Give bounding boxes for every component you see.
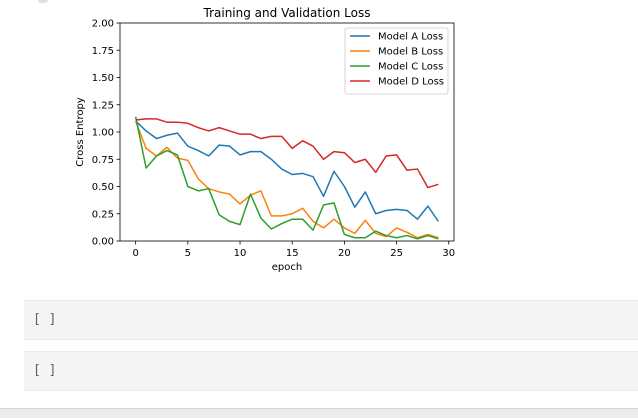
- empty-code-cell[interactable]: [ ]: [24, 351, 638, 391]
- series-layer: [134, 116, 439, 240]
- y-tick-label: 1.50: [92, 73, 114, 84]
- previous-cell-edge: [38, 0, 48, 3]
- cell-prompt: [ ]: [33, 363, 57, 378]
- x-tick-label: 10: [234, 248, 247, 259]
- empty-code-cell[interactable]: [ ]: [24, 300, 638, 340]
- model-d-loss-line: [135, 118, 439, 189]
- x-tick-label: 20: [338, 248, 351, 259]
- cell-prompt: [ ]: [33, 312, 57, 327]
- legend-label: Model A Loss: [378, 32, 443, 43]
- loss-chart: Training and Validation Loss 0 5 10 15 20 25 3…: [75, 6, 455, 273]
- x-tick-label: 5: [185, 248, 191, 259]
- y-tick-label: 0.50: [92, 182, 114, 193]
- y-tick-label: 0.25: [92, 209, 114, 220]
- x-tick-label: 0: [132, 248, 138, 259]
- y-tick-label: 2.00: [92, 19, 114, 30]
- chart-title: Training and Validation Loss: [203, 6, 371, 20]
- y-tick-label: 1.00: [92, 128, 114, 139]
- next-cell-edge: [0, 408, 638, 418]
- x-tick-label: 25: [390, 248, 403, 259]
- model-c-loss-line: [134, 116, 439, 240]
- x-axis-label: epoch: [272, 262, 302, 273]
- x-axis: 0 5 10 15 20 25 30: [132, 241, 455, 259]
- legend: Model A Loss Model B Loss Model C Loss Mode…: [344, 27, 449, 95]
- y-tick-label: 0.00: [92, 237, 114, 248]
- legend-label: Model C Loss: [378, 62, 443, 73]
- y-tick-label: 1.75: [92, 46, 114, 57]
- legend-label: Model B Loss: [378, 47, 443, 58]
- legend-label: Model D Loss: [378, 77, 444, 88]
- model-a-loss-line: [135, 120, 439, 222]
- x-tick-label: 15: [286, 248, 299, 259]
- legend-box: [344, 27, 449, 95]
- y-axis: 0.00 0.25 0.50 0.75 1.00 1.25 1.50 1.75 2.00: [92, 19, 120, 248]
- y-tick-label: 0.75: [92, 155, 114, 166]
- y-axis-label: Cross Entropy: [75, 97, 86, 167]
- y-tick-label: 1.25: [92, 100, 114, 111]
- x-tick-label: 30: [442, 248, 455, 259]
